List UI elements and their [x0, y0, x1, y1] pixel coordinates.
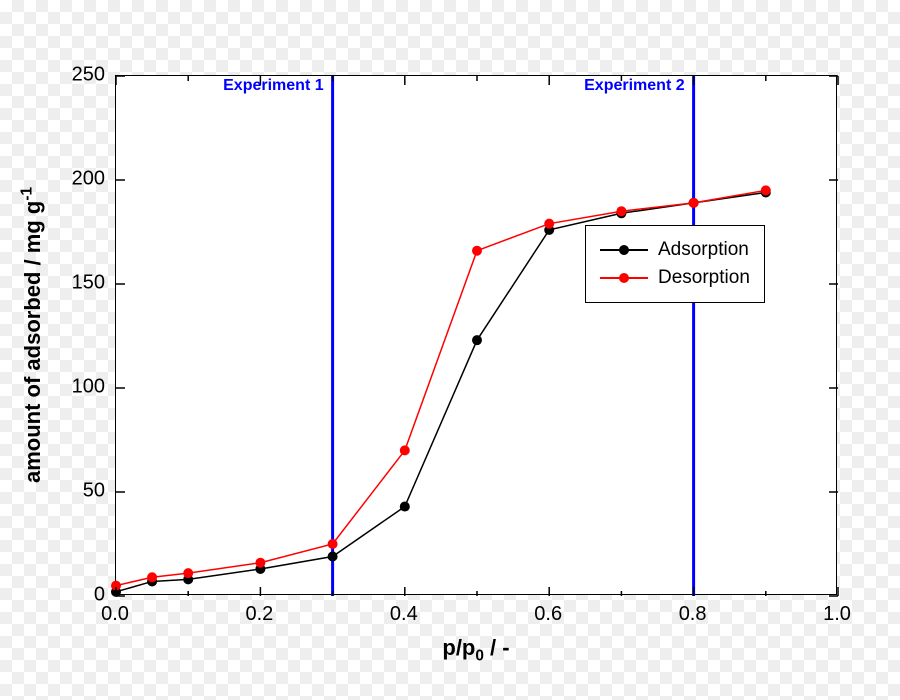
- x-tick-label: 0.6: [534, 603, 562, 626]
- legend-label: Adsorption: [658, 239, 749, 261]
- data-marker: [256, 558, 265, 567]
- legend-marker-icon: [619, 245, 629, 255]
- data-marker: [473, 246, 482, 255]
- y-tick-label: 100: [72, 376, 105, 399]
- legend-item: Desorption: [600, 264, 750, 292]
- annotation-label: Experiment 1: [223, 77, 323, 95]
- plot-area: [115, 75, 837, 595]
- legend-marker-icon: [619, 273, 629, 283]
- legend-swatch: [600, 268, 648, 288]
- data-marker: [328, 552, 337, 561]
- y-tick-label: 250: [72, 64, 105, 87]
- data-marker: [761, 186, 770, 195]
- y-tick-label: 0: [94, 584, 105, 607]
- x-axis-label: p/p0 / -: [442, 635, 509, 665]
- data-marker: [184, 569, 193, 578]
- data-marker: [400, 502, 409, 511]
- x-tick-label: 0.4: [390, 603, 418, 626]
- y-tick-label: 150: [72, 272, 105, 295]
- legend-item: Adsorption: [600, 236, 750, 264]
- data-marker: [473, 336, 482, 345]
- annotation-label: Experiment 2: [584, 77, 684, 95]
- y-axis-label: amount of adsorbed / mg g-1: [19, 187, 46, 483]
- data-marker: [400, 446, 409, 455]
- y-tick-label: 50: [83, 480, 105, 503]
- legend: Adsorption Desorption: [585, 225, 765, 303]
- x-tick-label: 0.2: [245, 603, 273, 626]
- data-marker: [148, 573, 157, 582]
- figure-canvas: amount of adsorbed / mg g-1 p/p0 / - Ads…: [0, 0, 900, 700]
- x-tick-label: 0.0: [101, 603, 129, 626]
- data-marker: [617, 207, 626, 216]
- data-marker: [689, 198, 698, 207]
- x-tick-label: 0.8: [679, 603, 707, 626]
- legend-label: Desorption: [658, 267, 750, 289]
- y-tick-label: 200: [72, 168, 105, 191]
- data-marker: [545, 219, 554, 228]
- data-marker: [328, 540, 337, 549]
- legend-swatch: [600, 240, 648, 260]
- x-tick-label: 1.0: [823, 603, 851, 626]
- chart-svg: [116, 76, 838, 596]
